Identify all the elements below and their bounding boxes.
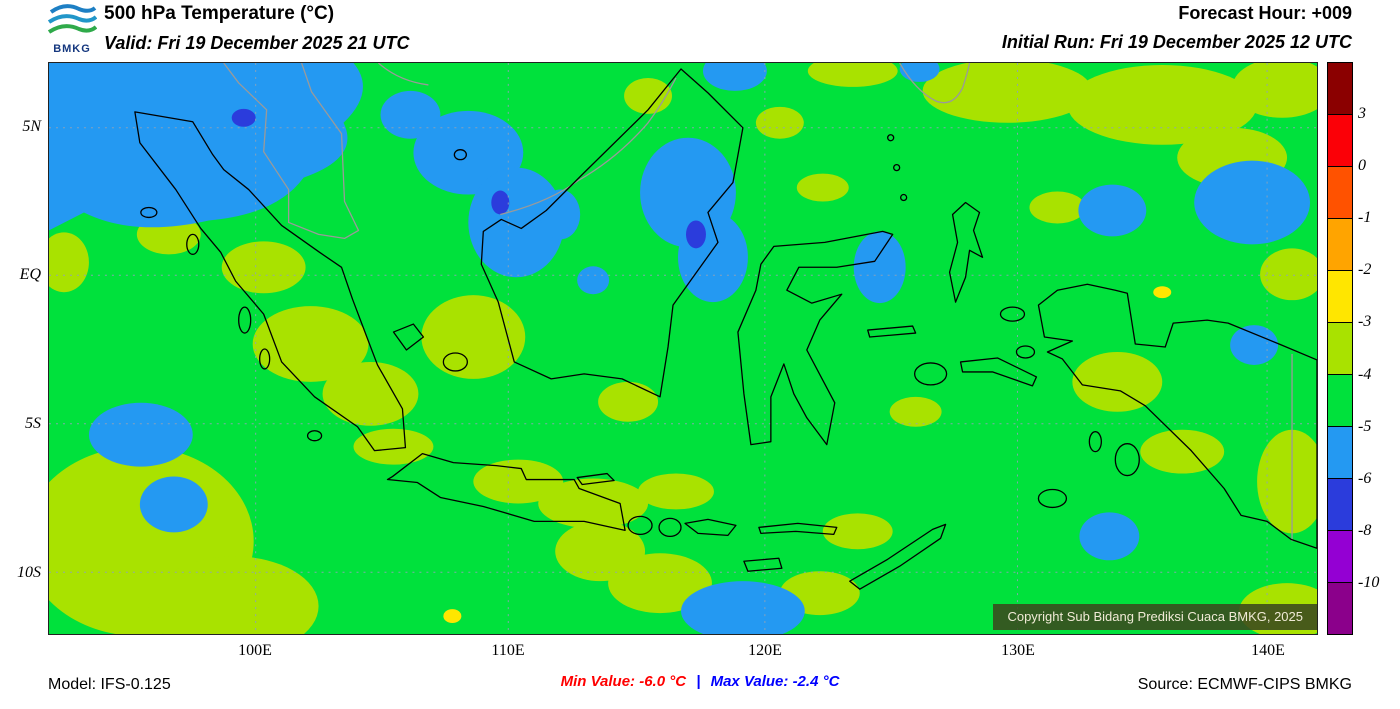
bmkg-logo-icon	[47, 4, 98, 34]
minmax-separator: |	[696, 673, 701, 690]
cool-temp-patches	[49, 63, 1311, 634]
lon-tick-100e: 100E	[238, 642, 272, 659]
sula-islands	[867, 325, 917, 338]
indochina-coastline	[378, 63, 429, 86]
source-label: Source: ECMWF-CIPS BMKG	[1137, 676, 1352, 693]
colorbar-segment	[1328, 63, 1352, 115]
yellow-temp-spots	[443, 286, 1172, 624]
colorbar-segment	[1328, 323, 1352, 375]
colorbar-segment	[1328, 167, 1352, 219]
seram-island	[959, 357, 1038, 387]
lat-tick-5s: 5S	[25, 415, 41, 432]
misool-island	[999, 306, 1026, 322]
colorbar-tick: 0	[1358, 157, 1366, 174]
colorbar-tick: -8	[1358, 522, 1372, 539]
colorbar-tick: -3	[1358, 313, 1372, 330]
colorbar-segment	[1328, 531, 1352, 583]
siau-island	[893, 163, 901, 172]
colorbar-segment	[1328, 115, 1352, 167]
valid-time: Valid: Fri 19 December 2025 21 UTC	[104, 33, 410, 53]
page-title: 500 hPa Temperature (°C)	[104, 3, 335, 24]
min-value: Min Value: -6.0 °C	[560, 673, 687, 690]
temperature-field-map	[49, 63, 1317, 634]
lon-tick-110e: 110E	[491, 642, 525, 659]
mindanao-coastline	[899, 63, 971, 104]
halmahera-island	[948, 201, 984, 303]
malay-peninsula-coastline	[223, 63, 360, 240]
colorbar-tick: -6	[1358, 470, 1372, 487]
initial-run: Initial Run: Fri 19 December 2025 12 UTC	[1001, 32, 1352, 52]
lat-tick-eq: EQ	[19, 266, 41, 283]
aru-islands	[1114, 443, 1140, 477]
lat-tick-10s: 10S	[17, 564, 41, 581]
lombok-island	[658, 517, 682, 537]
papua-coastline	[1037, 283, 1317, 549]
minmax-values: Min Value: -6.0 °C | Max Value: -2.4 °C	[561, 673, 840, 690]
natuna-island	[453, 149, 467, 161]
map-canvas: Copyright Sub Bidang Prediksi Cuaca BMKG…	[48, 62, 1318, 635]
bmkg-logo-text: BMKG	[53, 43, 91, 55]
kai-islands	[1088, 431, 1102, 453]
flores-island	[758, 522, 838, 535]
lon-tick-120e: 120E	[748, 642, 782, 659]
colorbar-segment	[1328, 479, 1352, 531]
java-coastline	[386, 452, 626, 532]
cold-temp-cores	[231, 108, 706, 249]
belitung-island	[442, 352, 468, 372]
colorbar-segment	[1328, 271, 1352, 323]
sangihe-island	[887, 134, 895, 142]
borneo-coastline	[480, 68, 744, 398]
sulawesi-coastline	[737, 230, 894, 446]
lon-tick-140e: 140E	[1251, 642, 1285, 659]
colorbar-tick: -1	[1358, 209, 1372, 226]
colorbar-tick: -10	[1358, 574, 1380, 591]
colorbar-legend	[1327, 62, 1353, 635]
coastline-layer	[134, 68, 1317, 590]
pagai-island	[259, 348, 271, 370]
colorbar-segment	[1328, 583, 1352, 634]
enggano-island	[306, 430, 323, 442]
copyright-overlay: Copyright Sub Bidang Prediksi Cuaca BMKG…	[993, 604, 1317, 630]
foreign-borders-layer	[223, 63, 1293, 542]
lon-tick-130e: 130E	[1001, 642, 1035, 659]
graticule-gridlines	[49, 63, 1317, 634]
bali-island	[627, 515, 653, 535]
colorbar-tick: -4	[1358, 366, 1372, 383]
bangka-island	[392, 323, 425, 351]
sumbawa-island	[684, 518, 737, 536]
sumba-island	[743, 557, 783, 572]
lat-tick-5n: 5N	[22, 118, 41, 135]
colorbar-segment	[1328, 375, 1352, 427]
colorbar-tick: -2	[1358, 261, 1372, 278]
model-label: Model: IFS-0.125	[48, 676, 171, 693]
run-block: Forecast Hour: +009 Initial Run: Fri 19 …	[1002, 3, 1352, 53]
talaud-island	[900, 193, 908, 202]
sumatra-coastline	[134, 111, 407, 452]
colorbar-segment	[1328, 427, 1352, 479]
tanimbar-islands	[1037, 488, 1068, 509]
buru-island	[913, 362, 948, 386]
madura-island	[576, 472, 615, 486]
colorbar-segment	[1328, 219, 1352, 271]
simeulue-island	[140, 206, 158, 219]
max-value: Max Value: -2.4 °C	[710, 673, 840, 690]
title-block: 500 hPa Temperature (°C) Valid: Fri 19 D…	[104, 3, 409, 54]
seram-laut-island	[1015, 345, 1036, 359]
nias-island	[186, 233, 200, 255]
forecast-hour: Forecast Hour: +009	[1178, 3, 1352, 23]
timor-island	[849, 523, 947, 590]
siberut-island	[238, 306, 252, 334]
bmkg-logo: BMKG	[46, 2, 98, 55]
warm-temp-patches	[49, 63, 1317, 634]
borneo-malaysia-border	[500, 77, 677, 216]
colorbar-tick: 3	[1358, 105, 1366, 122]
colorbar-tick: -5	[1358, 418, 1372, 435]
